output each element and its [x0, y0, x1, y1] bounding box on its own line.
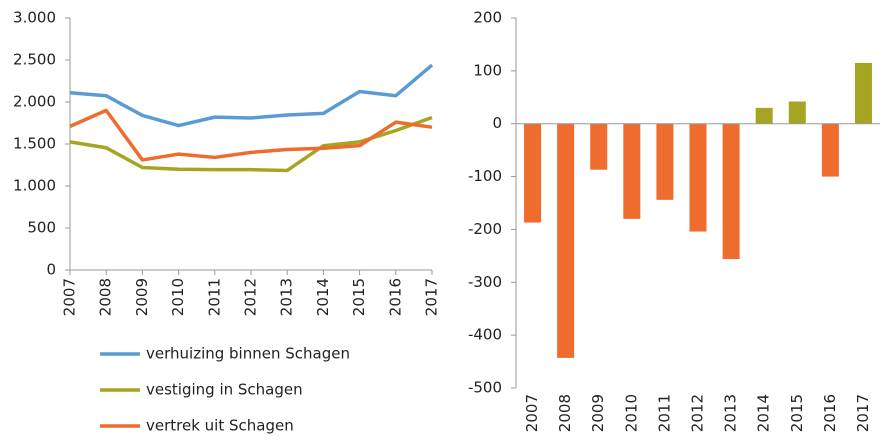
- bar: [689, 123, 707, 232]
- bar: [557, 123, 575, 358]
- legend-label: vertrek uit Schagen: [146, 417, 294, 435]
- x-tick-label: 2011: [655, 394, 673, 432]
- x-tick-label: 2011: [205, 278, 223, 316]
- x-tick-label: 2014: [314, 278, 332, 316]
- x-tick-label: 2017: [854, 394, 872, 432]
- bar: [623, 123, 641, 219]
- y-tick-label: 200: [473, 9, 502, 27]
- x-tick-label: 2007: [61, 278, 79, 316]
- bar: [854, 62, 872, 124]
- y-tick-label: 500: [27, 219, 56, 237]
- x-tick-label: 2016: [386, 278, 404, 316]
- x-tick-label: 2010: [169, 278, 187, 316]
- y-tick-label: -100: [468, 167, 502, 185]
- x-tick-label: 2014: [755, 394, 773, 432]
- bar: [821, 123, 839, 177]
- y-tick-label: 2.500: [13, 51, 56, 69]
- legend-label: verhuizing binnen Schagen: [146, 345, 350, 363]
- y-tick-label: -200: [468, 220, 502, 238]
- x-tick-label: 2007: [523, 394, 541, 432]
- x-tick-label: 2013: [722, 394, 740, 432]
- x-tick-label: 2015: [788, 394, 806, 432]
- bar: [524, 123, 542, 223]
- y-tick-label: 3.000: [13, 9, 56, 27]
- x-tick-label: 2008: [97, 278, 115, 316]
- y-tick-label: 2.000: [13, 93, 56, 111]
- x-tick-label: 2013: [278, 278, 296, 316]
- y-tick-label: -500: [468, 379, 502, 397]
- bar: [656, 123, 674, 200]
- y-tick-label: 1.000: [13, 177, 56, 195]
- bar: [590, 123, 608, 170]
- line-series: [69, 115, 433, 173]
- y-tick-label: 0: [46, 261, 56, 279]
- x-tick-label: 2008: [556, 394, 574, 432]
- x-tick-label: 2009: [133, 278, 151, 316]
- legend-label: vestiging in Schagen: [146, 381, 303, 399]
- x-tick-label: 2016: [821, 394, 839, 432]
- x-tick-label: 2012: [689, 394, 707, 432]
- x-tick-label: 2010: [622, 394, 640, 432]
- bar: [788, 101, 806, 124]
- bar: [722, 123, 740, 260]
- y-tick-label: -300: [468, 273, 502, 291]
- x-tick-label: 2015: [350, 278, 368, 316]
- x-tick-label: 2009: [589, 394, 607, 432]
- y-tick-label: 100: [473, 61, 502, 79]
- y-tick-label: 0: [492, 114, 502, 132]
- y-tick-label: 1.500: [13, 135, 56, 153]
- x-tick-label: 2017: [423, 278, 441, 316]
- line-series: [69, 63, 434, 128]
- bar: [755, 107, 773, 124]
- line-series: [69, 108, 433, 162]
- x-tick-label: 2012: [242, 278, 260, 316]
- y-tick-label: -400: [468, 326, 502, 344]
